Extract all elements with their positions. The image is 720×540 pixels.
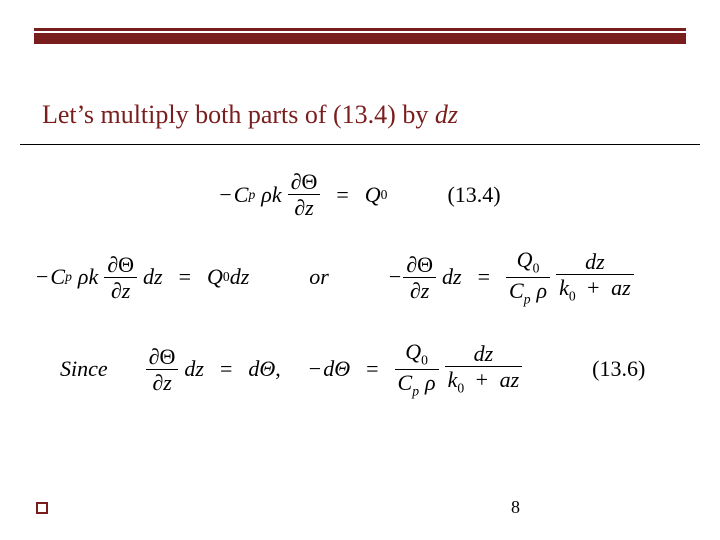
frac-dTheta-dz: ∂Θ ∂z	[288, 170, 321, 219]
eq-number-13-6: (13.6)	[592, 356, 645, 382]
or-word: or	[309, 264, 329, 290]
sym-Q: Q	[365, 182, 381, 208]
eq-right-form: − ∂Θ ∂z dz = Q0 Cpρ dz k0 +	[389, 248, 634, 306]
frac-Q0-Cprho: Q0 Cpρ	[506, 248, 550, 306]
footer-square-icon	[36, 502, 48, 514]
heading-text: Let’s multiply both parts of (13.4) by	[42, 100, 435, 129]
sym-C: C	[234, 182, 249, 208]
title-rule	[34, 28, 686, 44]
eq-left-form: − Cp ρ k ∂Θ ∂z dz = Q0 dz	[36, 253, 249, 302]
page-number: 8	[511, 497, 520, 518]
minus-sign: −	[219, 182, 231, 208]
sub-p: p	[248, 187, 255, 203]
eq136-body: − dΘ = Q0 Cpρ dz k0 + az	[309, 340, 522, 398]
rule-thin	[34, 28, 686, 31]
heading: Let’s multiply both parts of (13.4) by d…	[42, 100, 458, 130]
since-lhs: ∂Θ ∂z dz = dΘ,	[146, 345, 281, 394]
eq134-body: − Cp ρ k ∂Θ ∂z = Q0	[219, 170, 387, 219]
sub-0: 0	[381, 187, 388, 203]
sym-rho: ρ	[261, 182, 272, 208]
eq-number-13-4: (13.4)	[447, 182, 500, 208]
sym-k: k	[272, 182, 282, 208]
equation-13-6: Since ∂Θ ∂z dz = dΘ, − dΘ = Q0	[0, 340, 720, 398]
equation-13-4: − Cp ρ k ∂Θ ∂z = Q0 (13.4)	[0, 170, 720, 219]
heading-dz: dz	[435, 100, 458, 129]
heading-underline	[20, 144, 700, 145]
rule-thick	[34, 33, 686, 44]
frac-dz-k0az: dz k0 + az	[556, 250, 634, 304]
equation-mult-dz: − Cp ρ k ∂Θ ∂z dz = Q0 dz or − ∂Θ	[0, 248, 720, 306]
since-word: Since	[60, 356, 108, 382]
equals: =	[336, 182, 348, 208]
slide: Let’s multiply both parts of (13.4) by d…	[0, 0, 720, 540]
